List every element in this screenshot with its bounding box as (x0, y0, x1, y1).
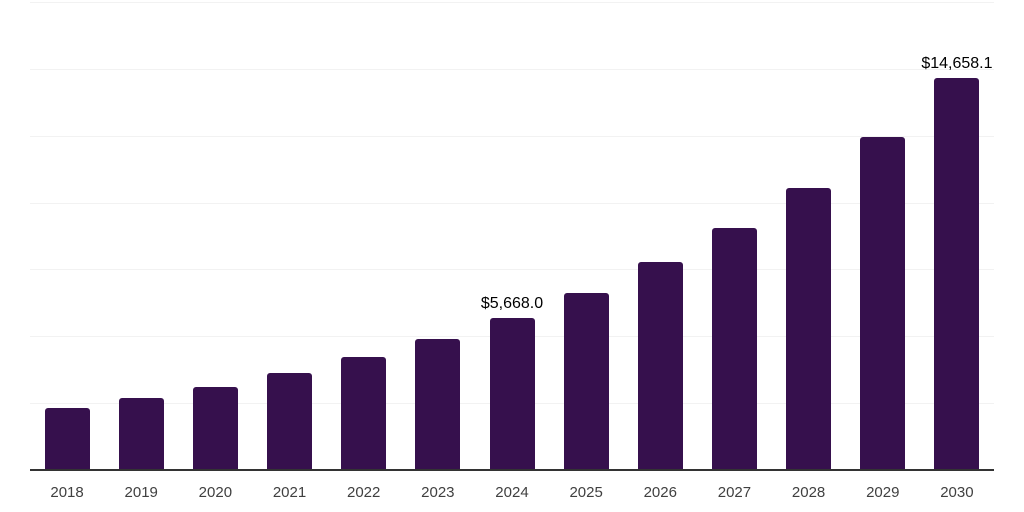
bar-2022 (341, 356, 387, 470)
x-tick-label-2019: 2019 (124, 484, 158, 501)
bar-2023 (415, 338, 461, 470)
x-tick-label-2023: 2023 (421, 484, 455, 501)
bar-2025 (563, 293, 609, 470)
x-tick-label-2026: 2026 (643, 484, 677, 501)
x-axis-line (30, 469, 994, 471)
gridline (30, 269, 994, 271)
x-tick-label-2022: 2022 (346, 484, 381, 501)
gridline (30, 135, 994, 137)
x-tick-label-2020: 2020 (198, 484, 233, 501)
bar-2026 (637, 262, 683, 470)
bar-2021 (267, 373, 313, 470)
gridline (30, 2, 994, 3)
x-tick-label-2024: 2024 (495, 484, 529, 501)
x-tick-label-2021: 2021 (272, 484, 307, 501)
bar-2028 (786, 187, 832, 470)
x-tick-label-2025: 2025 (569, 484, 603, 501)
data-label-2024: $5,668.0 (480, 295, 544, 313)
bar-2027 (711, 228, 757, 470)
bar-2029 (860, 137, 906, 470)
bar-2024 (489, 318, 535, 470)
x-tick-label-2027: 2027 (717, 484, 752, 501)
x-tick-label-2029: 2029 (866, 484, 900, 501)
x-tick-label-2018: 2018 (50, 484, 84, 501)
data-label-2030: $14,658.1 (921, 55, 993, 72)
bar-2020 (192, 387, 238, 470)
bar-2030 (934, 78, 980, 470)
gridline (30, 68, 994, 70)
x-tick-label-2030: 2030 (940, 484, 974, 501)
gridline (30, 202, 994, 204)
bar-2019 (118, 398, 164, 470)
x-tick-label-2028: 2028 (791, 484, 826, 501)
bar-2018 (44, 407, 90, 470)
